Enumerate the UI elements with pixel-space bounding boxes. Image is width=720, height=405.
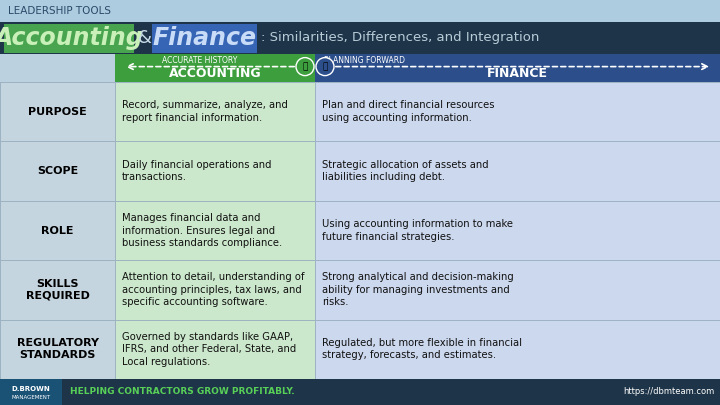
Bar: [0, 141, 115, 201]
Bar: [0, 260, 115, 320]
Bar: [0, 22, 720, 54]
Bar: [115, 320, 315, 379]
Text: FINANCE: FINANCE: [487, 67, 548, 80]
Text: PURPOSE: PURPOSE: [28, 107, 87, 117]
Circle shape: [316, 58, 334, 76]
Bar: [0, 54, 115, 82]
Text: Using accounting information to make
future financial strategies.: Using accounting information to make fut…: [322, 219, 513, 242]
Text: 🧠: 🧠: [302, 62, 307, 71]
Bar: [0, 82, 115, 141]
Text: ACCOUNTING: ACCOUNTING: [168, 67, 261, 80]
Text: SKILLS
REQUIRED: SKILLS REQUIRED: [26, 279, 89, 301]
Text: Record, summarize, analyze, and
report financial information.: Record, summarize, analyze, and report f…: [122, 100, 288, 123]
Bar: [0, 82, 720, 379]
Bar: [0, 379, 720, 405]
Bar: [0, 201, 115, 260]
Bar: [315, 201, 720, 260]
Text: Regulated, but more flexible in financial
strategy, forecasts, and estimates.: Regulated, but more flexible in financia…: [322, 338, 522, 360]
Text: Strategic allocation of assets and
liabilities including debt.: Strategic allocation of assets and liabi…: [322, 160, 489, 182]
Text: https://dbmteam.com: https://dbmteam.com: [623, 388, 714, 396]
Text: Governed by standards like GAAP,
IFRS, and other Federal, State, and
Local regul: Governed by standards like GAAP, IFRS, a…: [122, 332, 296, 367]
Text: PLANNING FORWARD: PLANNING FORWARD: [325, 56, 405, 65]
Text: Plan and direct financial resources
using accounting information.: Plan and direct financial resources usin…: [322, 100, 495, 123]
Bar: [115, 54, 315, 82]
Text: SCOPE: SCOPE: [37, 166, 78, 176]
Bar: [0, 0, 720, 22]
Text: Accounting: Accounting: [0, 26, 143, 50]
Bar: [315, 320, 720, 379]
Text: &: &: [138, 29, 152, 47]
Text: ROLE: ROLE: [41, 226, 73, 235]
Bar: [4, 23, 134, 53]
Bar: [115, 201, 315, 260]
Text: Finance: Finance: [153, 26, 256, 50]
Bar: [315, 82, 720, 141]
Text: Attention to detail, understanding of
accounting principles, tax laws, and
speci: Attention to detail, understanding of ac…: [122, 273, 305, 307]
Text: Manages financial data and
information. Ensures legal and
business standards com: Manages financial data and information. …: [122, 213, 282, 248]
Text: ACCURATE HISTORY: ACCURATE HISTORY: [162, 56, 238, 65]
Text: HELPING CONTRACTORS GROW PROFITABLY.: HELPING CONTRACTORS GROW PROFITABLY.: [70, 388, 294, 396]
Text: MANAGEMENT: MANAGEMENT: [12, 395, 50, 400]
Bar: [0, 320, 115, 379]
Text: Daily financial operations and
transactions.: Daily financial operations and transacti…: [122, 160, 271, 182]
Bar: [315, 54, 720, 82]
Text: 🧠: 🧠: [323, 62, 328, 71]
Text: : Similarities, Differences, and Integration: : Similarities, Differences, and Integra…: [261, 32, 539, 45]
Bar: [115, 82, 315, 141]
Circle shape: [296, 58, 314, 76]
Bar: [115, 141, 315, 201]
Text: D.BROWN: D.BROWN: [12, 386, 50, 392]
Text: REGULATORY
STANDARDS: REGULATORY STANDARDS: [17, 338, 99, 360]
Text: LEADERSHIP TOOLS: LEADERSHIP TOOLS: [8, 6, 111, 16]
Text: Strong analytical and decision-making
ability for managing investments and
risks: Strong analytical and decision-making ab…: [322, 273, 514, 307]
Bar: [152, 23, 257, 53]
Bar: [0, 379, 62, 405]
Bar: [315, 141, 720, 201]
Bar: [315, 260, 720, 320]
Bar: [115, 260, 315, 320]
